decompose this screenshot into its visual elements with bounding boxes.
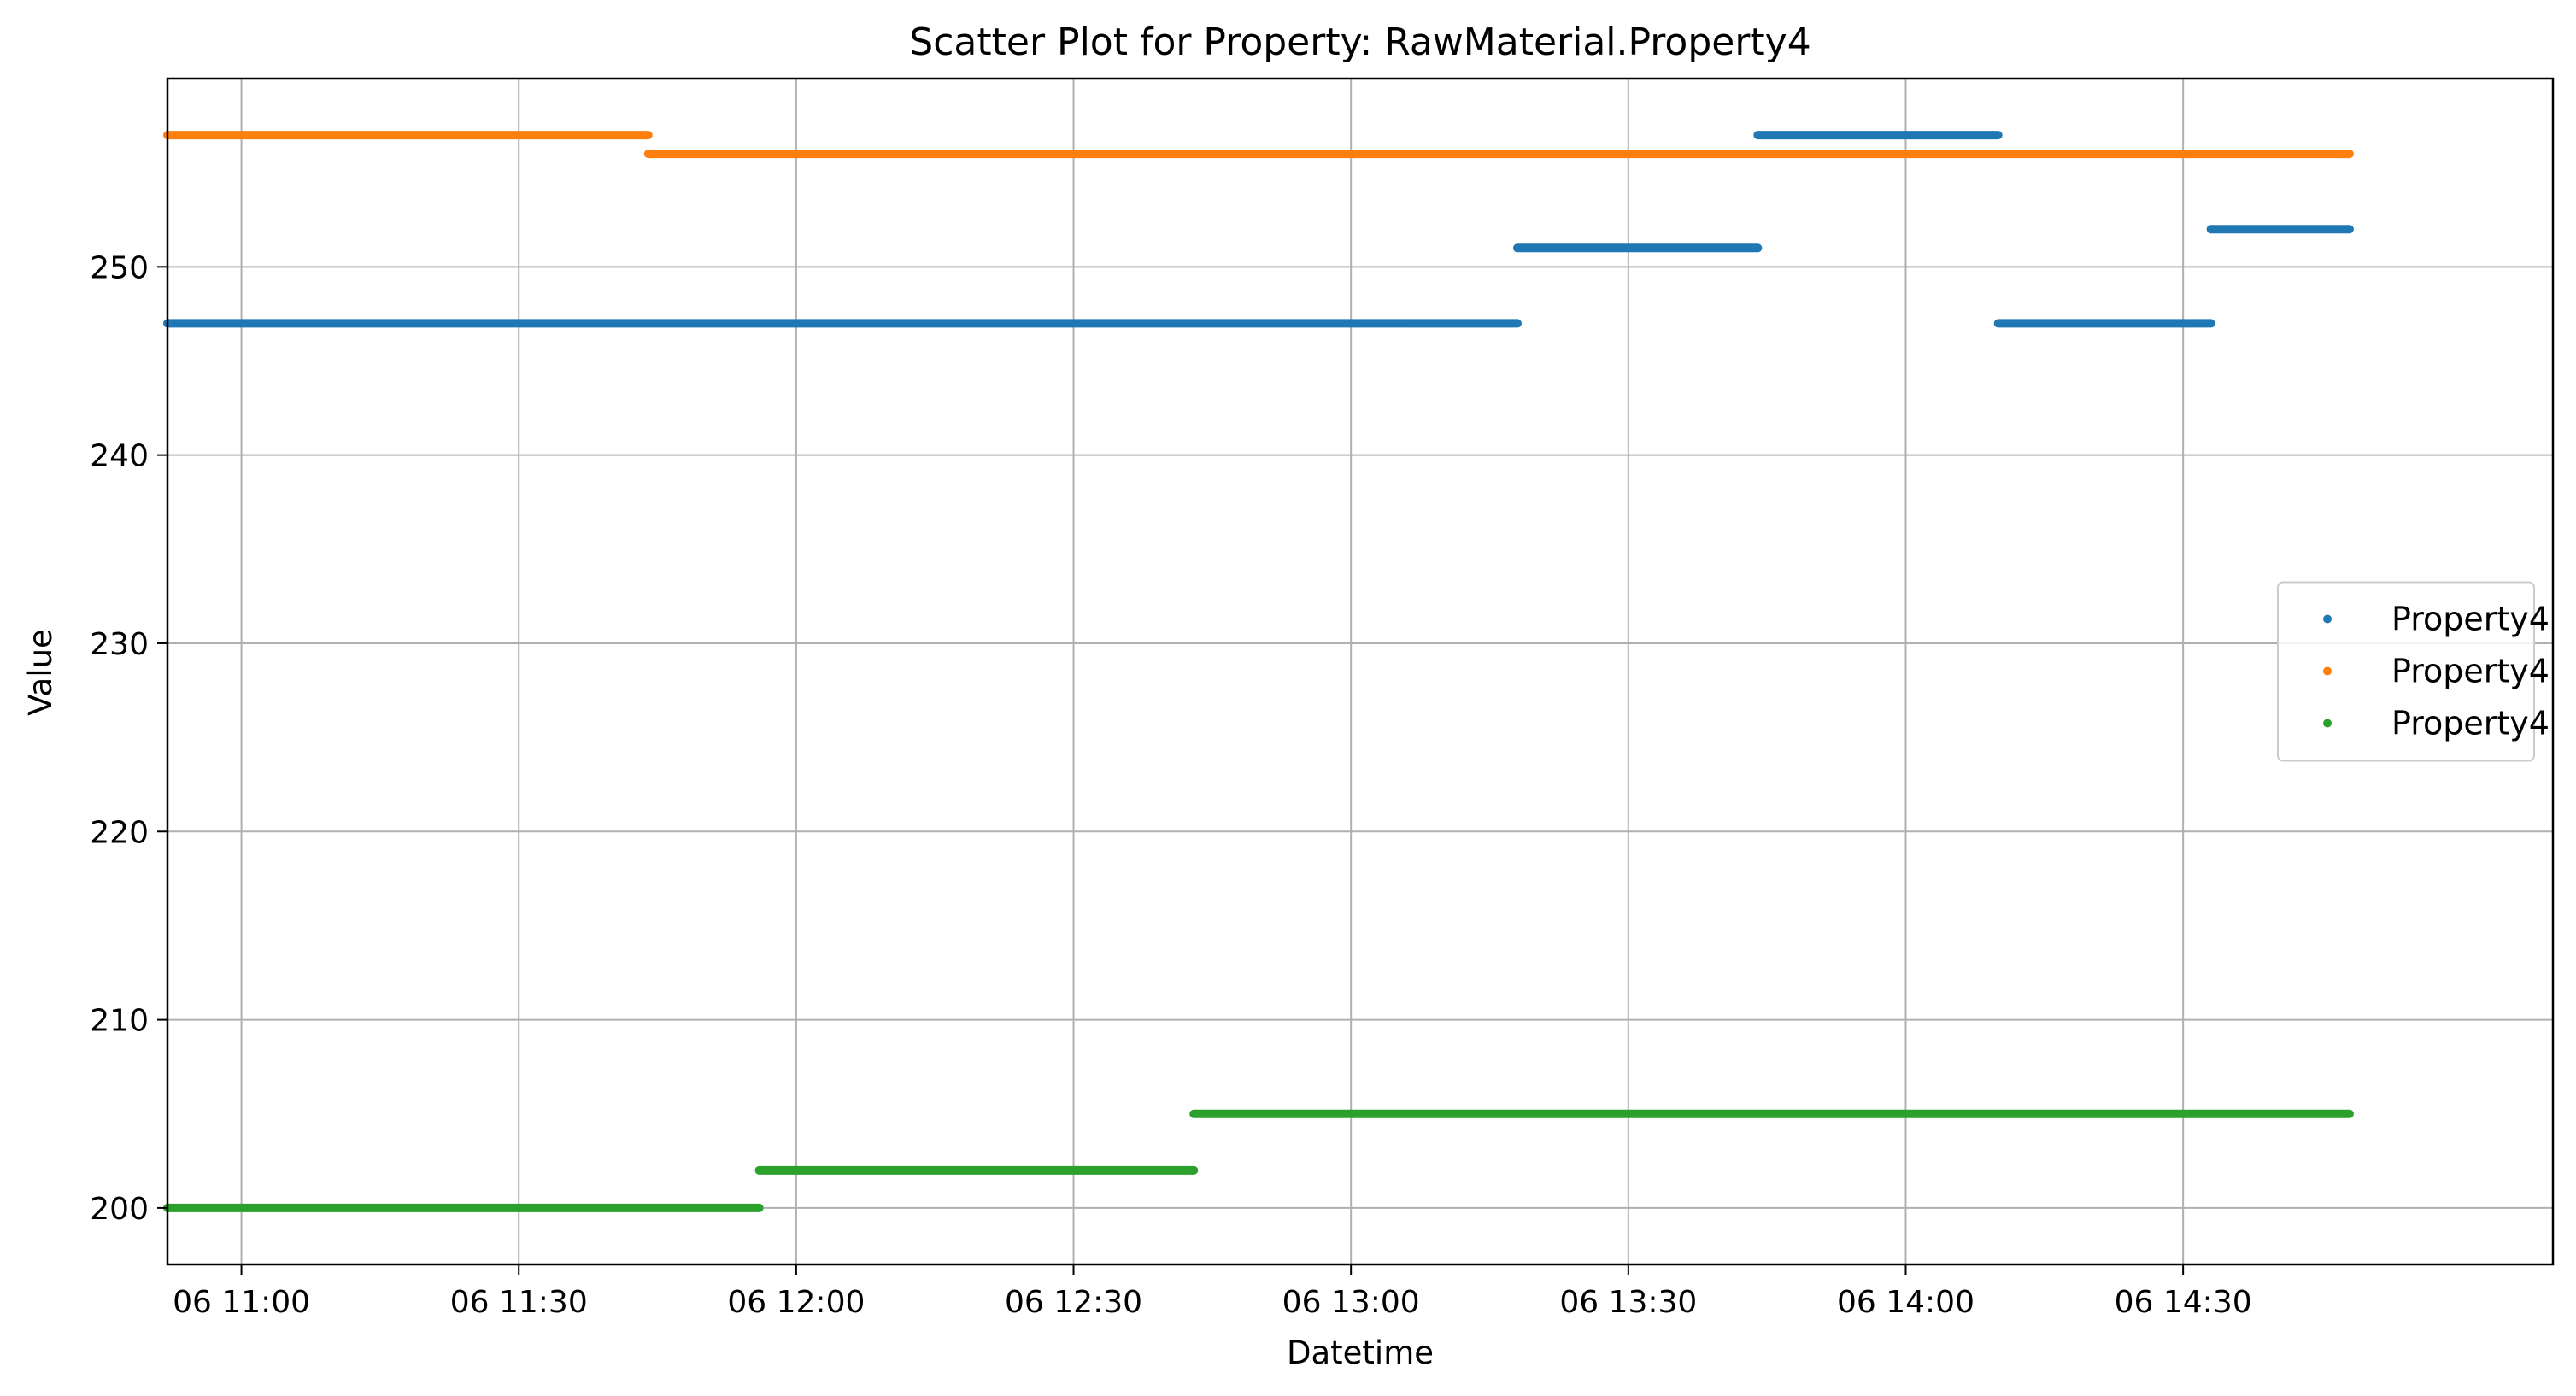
legend-marker-3 — [2323, 719, 2332, 728]
x-axis-label: Datetime — [1287, 1334, 1434, 1371]
y-tick-label: 200 — [90, 1192, 149, 1227]
x-tick-label: 06 11:30 — [450, 1285, 588, 1320]
x-tick-label: 06 12:30 — [1005, 1285, 1142, 1320]
y-tick-label: 250 — [90, 250, 149, 285]
series-1-points — [163, 131, 2354, 328]
x-tick-label: 06 14:30 — [2115, 1285, 2252, 1320]
legend-label-3: Property4 — [2391, 705, 2550, 742]
x-tick-label: 06 14:00 — [1837, 1285, 1975, 1320]
y-tick-label: 240 — [90, 439, 149, 474]
x-tick-label: 06 12:00 — [727, 1285, 865, 1320]
legend-marker-1 — [2323, 614, 2332, 624]
grid-lines — [167, 79, 2553, 1264]
series-2-points — [163, 131, 2354, 159]
y-axis-label: Value — [22, 629, 59, 716]
x-tick-label: 06 11:00 — [173, 1285, 310, 1320]
y-tick-label: 220 — [90, 815, 149, 850]
y-tick-label: 230 — [90, 627, 149, 662]
legend: Property4 Property4 Property4 — [2277, 581, 2550, 762]
data-points — [163, 131, 2354, 1212]
series-3-points — [163, 1109, 2354, 1212]
legend-label-2: Property4 — [2391, 653, 2550, 690]
x-axis-ticks: 06 11:00 06 11:30 06 12:00 06 12:30 06 13:00… — [173, 1264, 2252, 1320]
y-axis-ticks: 200 210 220 230 240 250 — [90, 250, 167, 1227]
legend-marker-2 — [2323, 666, 2332, 676]
plot-area-frame — [166, 77, 2555, 1266]
y-tick-label: 210 — [90, 1004, 149, 1039]
chart-title: Scatter Plot for Property: RawMaterial.P… — [909, 21, 1810, 64]
x-tick-label: 06 13:30 — [1559, 1285, 1697, 1320]
legend-label-1: Property4 — [2391, 601, 2550, 638]
x-tick-label: 06 13:00 — [1282, 1285, 1420, 1320]
legend-box — [2277, 581, 2535, 762]
